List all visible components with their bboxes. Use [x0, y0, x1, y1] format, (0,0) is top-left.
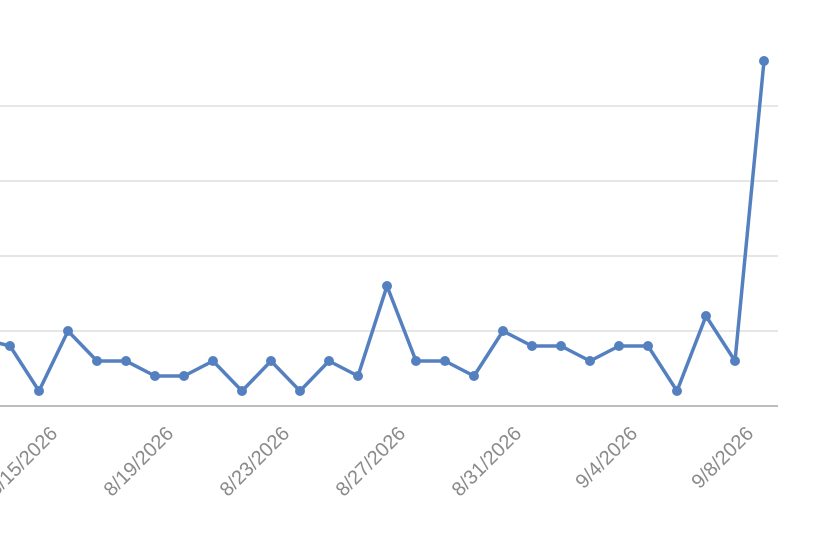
- data-line: [0, 60, 766, 393]
- data-point: [759, 56, 769, 66]
- x-tick-label: 8/23/2026: [216, 423, 294, 501]
- data-point: [672, 386, 682, 396]
- data-point: [411, 356, 421, 366]
- x-tick-label: 8/27/2026: [332, 423, 410, 501]
- x-tick-label: 8/15/2026: [0, 423, 62, 501]
- data-point: [353, 371, 363, 381]
- data-point: [92, 356, 102, 366]
- data-point: [643, 341, 653, 351]
- data-point: [469, 371, 479, 381]
- data-point: [179, 371, 189, 381]
- data-point: [527, 341, 537, 351]
- data-point: [5, 341, 15, 351]
- data-point: [63, 326, 73, 336]
- data-point: [556, 341, 566, 351]
- data-point: [34, 386, 44, 396]
- data-point: [701, 311, 711, 321]
- data-point: [237, 386, 247, 396]
- x-tick-label: 9/8/2026: [688, 423, 759, 494]
- data-point: [208, 356, 218, 366]
- data-point: [614, 341, 624, 351]
- x-tick-label: 8/31/2026: [448, 423, 526, 501]
- data-point: [382, 281, 392, 291]
- data-point: [440, 356, 450, 366]
- data-point: [266, 356, 276, 366]
- x-tick-label: 8/19/2026: [100, 423, 178, 501]
- x-tick-label: 9/4/2026: [572, 423, 643, 494]
- data-point: [498, 326, 508, 336]
- data-point: [730, 356, 740, 366]
- data-point: [585, 356, 595, 366]
- data-point: [121, 356, 131, 366]
- data-point: [150, 371, 160, 381]
- data-point: [324, 356, 334, 366]
- data-point: [295, 386, 305, 396]
